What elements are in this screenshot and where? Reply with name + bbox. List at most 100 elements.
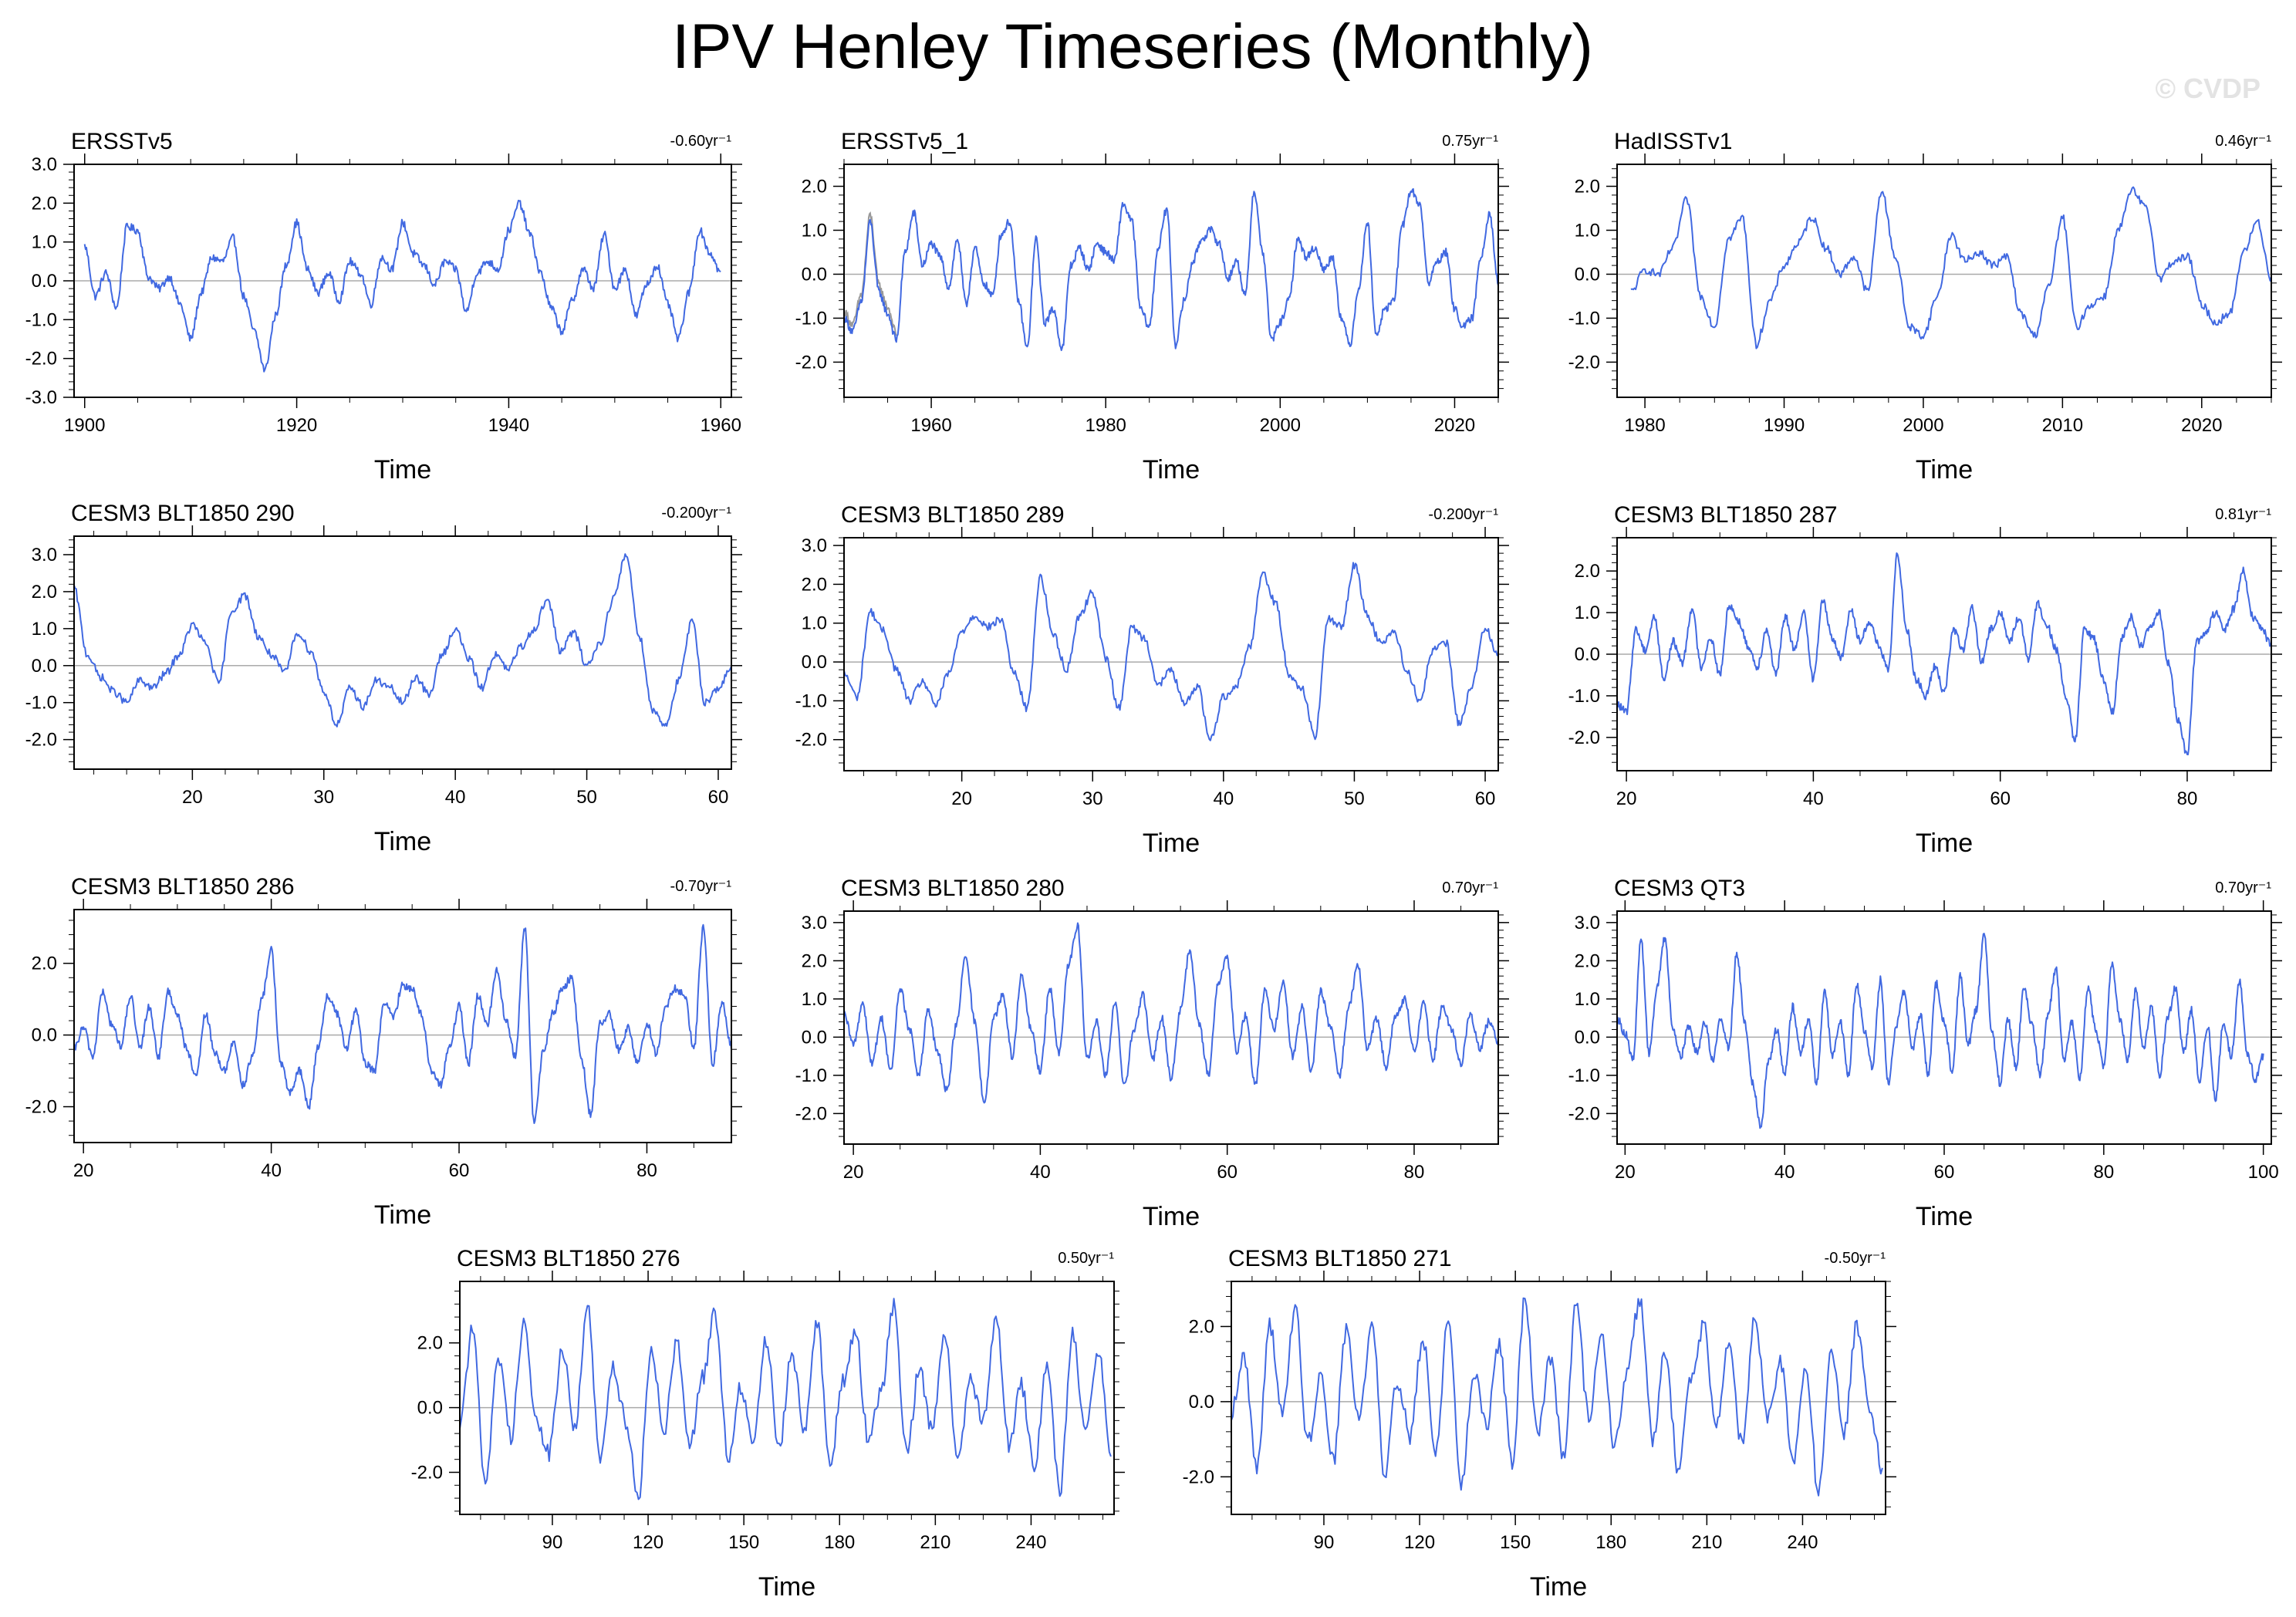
series-line: [459, 1298, 1112, 1501]
y-tick-label: -2.0: [795, 730, 827, 751]
x-axis-label: Time: [1916, 1202, 1973, 1231]
figure-title: IPV Henley Timeseries (Monthly): [672, 12, 1593, 82]
plot-frame: [73, 909, 732, 1143]
series-line: [843, 562, 1499, 741]
x-tick-label: 2010: [2042, 415, 2083, 436]
y-tick-label: 1.0: [1575, 603, 1600, 623]
y-tick-label: 2.0: [802, 950, 827, 971]
chart-panel-2: ERSSTv5_1 0.75yr⁻¹ -2.0 -1.0 0.0 1.0 2.0 1960 19…: [795, 129, 1509, 484]
y-tick-label: -1.0: [1568, 1065, 1600, 1086]
x-axis-label: Time: [758, 1572, 815, 1602]
x-tick-label: 150: [728, 1532, 759, 1553]
x-axis-label: Time: [374, 1200, 431, 1230]
chart-panel-9: CESM3 QT3 0.70yr⁻¹ -2.0 -1.0 0.0 1.0 2.0 3.0 20 4…: [1568, 876, 2282, 1231]
x-tick-label: 30: [313, 787, 334, 808]
x-tick-label: 80: [636, 1160, 657, 1181]
y-tick-label: 1.0: [1575, 989, 1600, 1010]
y-tick-label: 0.0: [1189, 1392, 1214, 1413]
chart-panel-8: CESM3 BLT1850 280 0.70yr⁻¹ -2.0 -1.0 0.0 1.0 2…: [795, 876, 1509, 1231]
x-axis-label: Time: [1143, 1202, 1200, 1231]
x-tick-label: 60: [1990, 788, 2011, 809]
x-tick-label: 60: [449, 1160, 470, 1181]
chart-panels: ERSSTv5 -0.60yr⁻¹ -3.0 -2.0 -1.0 0.0 1.0 2.0 3.0…: [25, 129, 2282, 1602]
y-tick-label: 2.0: [32, 954, 57, 974]
panel-title: CESM3 BLT1850 287: [1614, 502, 1838, 528]
x-tick-label: 20: [951, 788, 972, 809]
chart-panel-6: CESM3 BLT1850 287 0.81yr⁻¹ -2.0 -1.0 0.0 1.0 2…: [1568, 502, 2282, 858]
trend-label: 0.46yr⁻¹: [2215, 133, 2271, 150]
y-tick-label: 3.0: [32, 154, 57, 175]
x-tick-label: 210: [920, 1532, 950, 1553]
chart-panel-4: CESM3 BLT1850 290 -0.200yr⁻¹ -2.0 -1.0 0.0 1.…: [25, 501, 742, 856]
y-tick-label: 0.0: [32, 271, 57, 292]
x-tick-label: 80: [2093, 1162, 2114, 1183]
x-tick-label: 60: [1475, 788, 1496, 809]
series-line: [843, 922, 1499, 1104]
y-tick-label: -2.0: [25, 1097, 57, 1118]
y-tick-label: -1.0: [795, 1065, 827, 1086]
x-tick-label: 60: [708, 787, 729, 808]
x-axis-label: Time: [1143, 455, 1200, 484]
x-tick-label: 120: [633, 1532, 663, 1553]
x-tick-label: 60: [1934, 1162, 1955, 1183]
x-tick-label: 40: [1213, 788, 1234, 809]
trend-label: 0.70yr⁻¹: [1442, 879, 1498, 896]
x-tick-label: 60: [1217, 1162, 1237, 1183]
y-tick-label: 0.0: [1575, 1027, 1600, 1048]
series-line-secondary: [843, 211, 897, 336]
y-tick-label: 0.0: [32, 1025, 57, 1046]
series-line: [843, 187, 1499, 352]
y-tick-label: 3.0: [802, 535, 827, 556]
x-tick-label: 2000: [1903, 415, 1943, 436]
chart-panel-1: ERSSTv5 -0.60yr⁻¹ -3.0 -2.0 -1.0 0.0 1.0 2.0 3.0…: [25, 129, 742, 484]
panel-title: CESM3 BLT1850 286: [71, 874, 295, 900]
y-tick-label: -2.0: [1568, 1103, 1600, 1124]
y-tick-label: 1.0: [32, 619, 57, 640]
y-tick-label: -2.0: [411, 1462, 443, 1483]
y-tick-label: -1.0: [1568, 686, 1600, 707]
series-line: [83, 199, 721, 373]
series-line: [73, 553, 732, 727]
x-tick-label: 90: [1314, 1532, 1335, 1553]
x-tick-label: 80: [1404, 1162, 1425, 1183]
x-tick-label: 20: [73, 1160, 94, 1181]
series-line: [1231, 1297, 1883, 1497]
trend-label: -0.200yr⁻¹: [661, 505, 731, 522]
y-tick-label: 0.0: [417, 1398, 443, 1419]
y-tick-label: 1.0: [802, 613, 827, 634]
y-tick-label: 0.0: [802, 264, 827, 285]
y-tick-label: 1.0: [32, 232, 57, 253]
y-tick-label: -1.0: [25, 309, 57, 330]
y-tick-label: 1.0: [1575, 220, 1600, 241]
x-tick-label: 1980: [1086, 415, 1126, 436]
x-tick-label: 120: [1404, 1532, 1435, 1553]
x-tick-label: 1940: [488, 415, 529, 436]
trend-label: -0.70yr⁻¹: [670, 878, 732, 895]
x-tick-label: 90: [542, 1532, 563, 1553]
y-tick-label: -1.0: [1568, 308, 1600, 329]
y-tick-label: -1.0: [795, 308, 827, 329]
y-tick-label: 0.0: [802, 1027, 827, 1048]
x-tick-label: 20: [1616, 788, 1637, 809]
y-tick-label: -2.0: [795, 352, 827, 373]
chart-panel-11: CESM3 BLT1850 271 -0.50yr⁻¹ -2.0 0.0 2.0 90 12…: [1183, 1246, 1896, 1602]
trend-label: 0.50yr⁻¹: [1058, 1250, 1114, 1267]
series-line: [1630, 186, 2272, 349]
panel-title: HadISSTv1: [1614, 129, 1732, 154]
y-tick-label: -2.0: [25, 349, 57, 370]
y-tick-label: -3.0: [25, 387, 57, 408]
y-tick-label: -2.0: [795, 1103, 827, 1124]
trend-label: -0.60yr⁻¹: [670, 133, 732, 150]
x-tick-label: 2020: [2181, 415, 2222, 436]
y-tick-label: -1.0: [25, 693, 57, 714]
chart-panel-7: CESM3 BLT1850 286 -0.70yr⁻¹ -2.0 0.0 2.0 20 40…: [25, 874, 742, 1230]
cvdp-watermark: © CVDP: [2155, 73, 2261, 104]
x-tick-label: 40: [261, 1160, 282, 1181]
x-tick-label: 1960: [910, 415, 951, 436]
y-tick-label: 1.0: [802, 989, 827, 1010]
series-line: [1616, 552, 2272, 756]
x-tick-label: 150: [1500, 1532, 1531, 1553]
plot-frame: [459, 1281, 1115, 1515]
x-tick-label: 80: [2177, 788, 2198, 809]
